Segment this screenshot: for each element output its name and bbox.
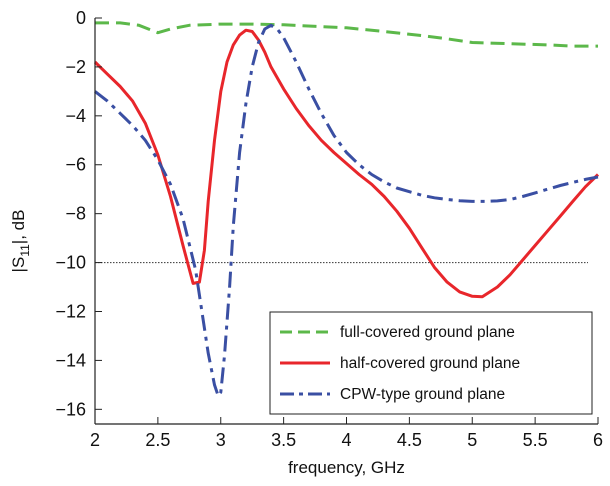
y-axis-title-subscript: 11	[18, 244, 32, 257]
y-tick-label: −16	[55, 399, 86, 419]
axis-layer: 2 2.5 3 3.5 4 4.5 5 5.5 6 0 −2 −4 −6 −8 −10 −12 −14 −16 fr…	[9, 8, 603, 477]
y-tick-label: −4	[65, 106, 86, 126]
x-tick-label: 3	[216, 430, 226, 450]
y-tick-label: −6	[65, 155, 86, 175]
legend-label-0: full-covered ground plane	[340, 324, 515, 341]
x-tick-label: 5	[467, 430, 477, 450]
y-axis-title-tail: |, dB	[9, 210, 28, 245]
plot-layer	[93, 21, 600, 398]
x-tick-label: 5.5	[523, 430, 548, 450]
legend-label-2: CPW-type ground plane	[340, 386, 505, 403]
legend: full-covered ground plane half-covered gr…	[269, 311, 593, 415]
y-tick-label: 0	[76, 8, 86, 28]
y-tick-label: −8	[65, 204, 86, 224]
x-tick-label: 2	[90, 430, 100, 450]
y-axis-title: |S11|, dB	[9, 210, 32, 273]
x-tick-label: 6	[593, 430, 603, 450]
x-tick-label: 3.5	[271, 430, 296, 450]
series-line-1	[93, 28, 600, 299]
x-tick-label: 4	[341, 430, 351, 450]
y-tick-label: −14	[55, 350, 86, 370]
series-line-0	[95, 21, 598, 48]
x-axis-title: frequency, GHz	[288, 458, 405, 477]
y-tick-label: −10	[55, 253, 86, 273]
x-tick-label: 4.5	[397, 430, 422, 450]
x-tick-label: 2.5	[145, 430, 170, 450]
y-tick-label: −12	[55, 301, 86, 321]
y-tick-label: −2	[65, 57, 86, 77]
y-axis-title-main: |S	[9, 257, 28, 273]
series-line-2	[94, 23, 599, 398]
legend-label-1: half-covered ground plane	[340, 355, 520, 372]
